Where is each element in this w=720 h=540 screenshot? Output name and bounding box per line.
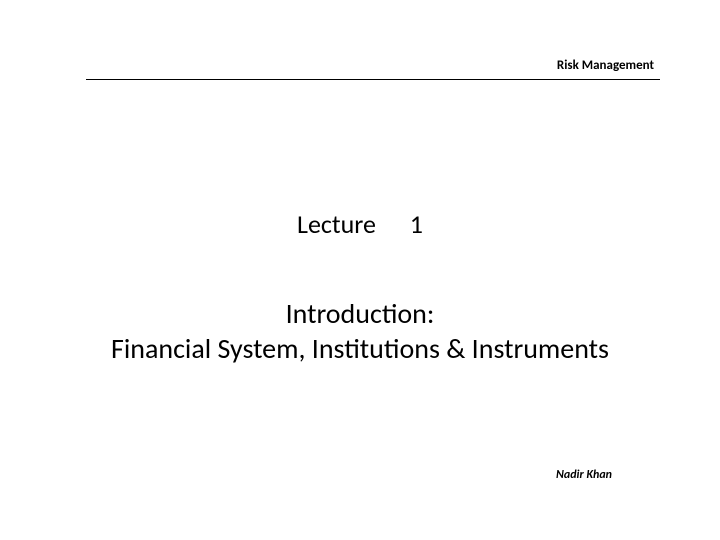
author-name: Nadir Khan: [556, 468, 612, 482]
title-line-1: Introduction:: [0, 296, 720, 331]
title-line-2: Financial System, Institutions & Instrum…: [0, 331, 720, 366]
header-rule: [86, 79, 660, 80]
title-block: Introduction: Financial System, Institut…: [0, 296, 720, 366]
lecture-word: Lecture: [297, 208, 376, 240]
lecture-line: Lecture 1: [0, 208, 720, 240]
lecture-number: 1: [410, 208, 423, 240]
course-label: Risk Management: [86, 58, 660, 77]
header-area: Risk Management: [86, 58, 660, 80]
